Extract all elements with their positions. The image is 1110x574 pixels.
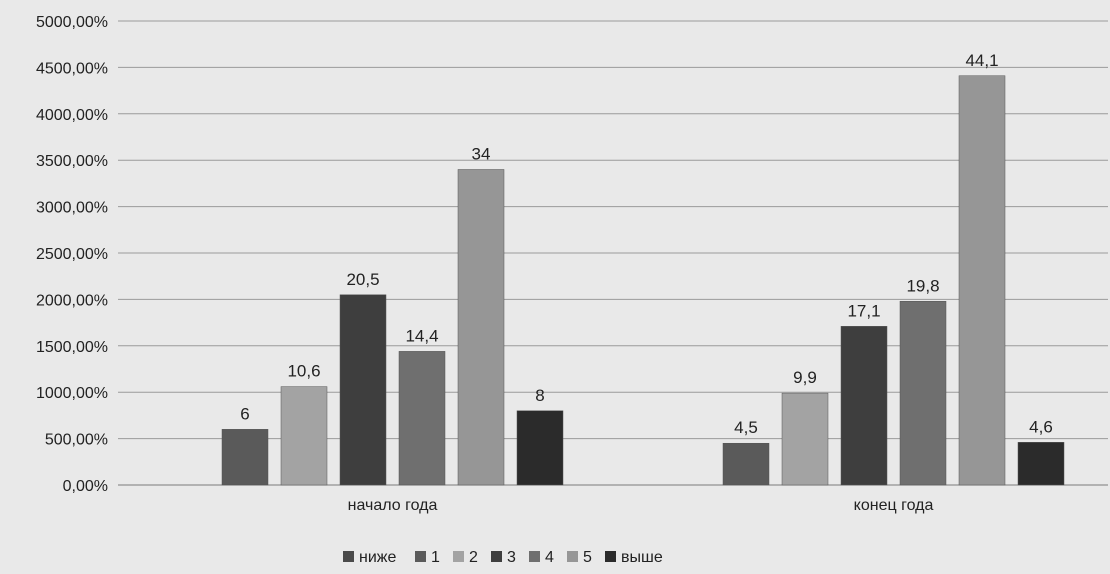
legend-label: 4 (545, 549, 554, 566)
data-label: 19,8 (906, 276, 939, 295)
legend-swatch (453, 551, 464, 562)
category-label: конец года (854, 497, 934, 514)
data-labels: 6 10,6 20,5 14,4 34 8 4,5 9,9 17,1 19,8 44,1 4,6 (240, 51, 1053, 437)
data-label: 10,6 (287, 362, 320, 381)
data-label: 4,6 (1029, 417, 1053, 436)
data-label: 4,5 (734, 418, 758, 437)
data-label: 44,1 (965, 51, 998, 70)
legend-swatch (343, 551, 354, 562)
data-label: 8 (535, 386, 544, 405)
legend-label: 5 (583, 549, 592, 566)
bar (457, 169, 505, 486)
data-label: 9,9 (793, 368, 817, 387)
bars (221, 75, 1065, 486)
bar (280, 386, 328, 486)
data-label: 6 (240, 404, 249, 423)
y-tick-label: 3500,00% (36, 153, 108, 170)
legend-swatch (529, 551, 540, 562)
bar (899, 301, 947, 486)
y-tick-label: 3000,00% (36, 200, 108, 217)
legend-label: 2 (469, 549, 478, 566)
bar (840, 326, 888, 486)
bar (339, 294, 387, 486)
bar (722, 442, 770, 486)
legend-label: выше (621, 549, 663, 566)
bar (781, 392, 829, 486)
y-tick-label: 4000,00% (36, 107, 108, 124)
legend-label: 3 (507, 549, 516, 566)
category-label: начало года (348, 497, 438, 514)
data-label: 14,4 (405, 326, 438, 345)
legend-swatch (491, 551, 502, 562)
data-label: 20,5 (346, 270, 379, 289)
bar (1017, 442, 1065, 486)
y-tick-label: 0,00% (63, 478, 108, 495)
y-tick-label: 5000,00% (36, 14, 108, 31)
bar (958, 75, 1006, 486)
y-axis-ticks: 0,00% 500,00% 1000,00% 1500,00% 2000,00% 2500… (36, 14, 108, 495)
bar (398, 351, 446, 486)
legend-label: ниже (359, 549, 396, 566)
x-axis-categories: начало года конец года (348, 497, 934, 514)
bar (516, 410, 564, 486)
y-tick-label: 2000,00% (36, 292, 108, 309)
y-tick-label: 500,00% (45, 432, 108, 449)
legend-swatch (605, 551, 616, 562)
y-tick-label: 1000,00% (36, 385, 108, 402)
legend-swatch (415, 551, 426, 562)
data-label: 17,1 (847, 301, 880, 320)
legend-label: 1 (431, 549, 440, 566)
y-tick-label: 2500,00% (36, 246, 108, 263)
y-tick-label: 1500,00% (36, 339, 108, 356)
bar (221, 429, 269, 486)
data-label: 34 (472, 144, 491, 163)
legend-swatch (567, 551, 578, 562)
legend: ниже 1 2 3 4 5 выше (343, 549, 663, 566)
y-tick-label: 4500,00% (36, 60, 108, 77)
